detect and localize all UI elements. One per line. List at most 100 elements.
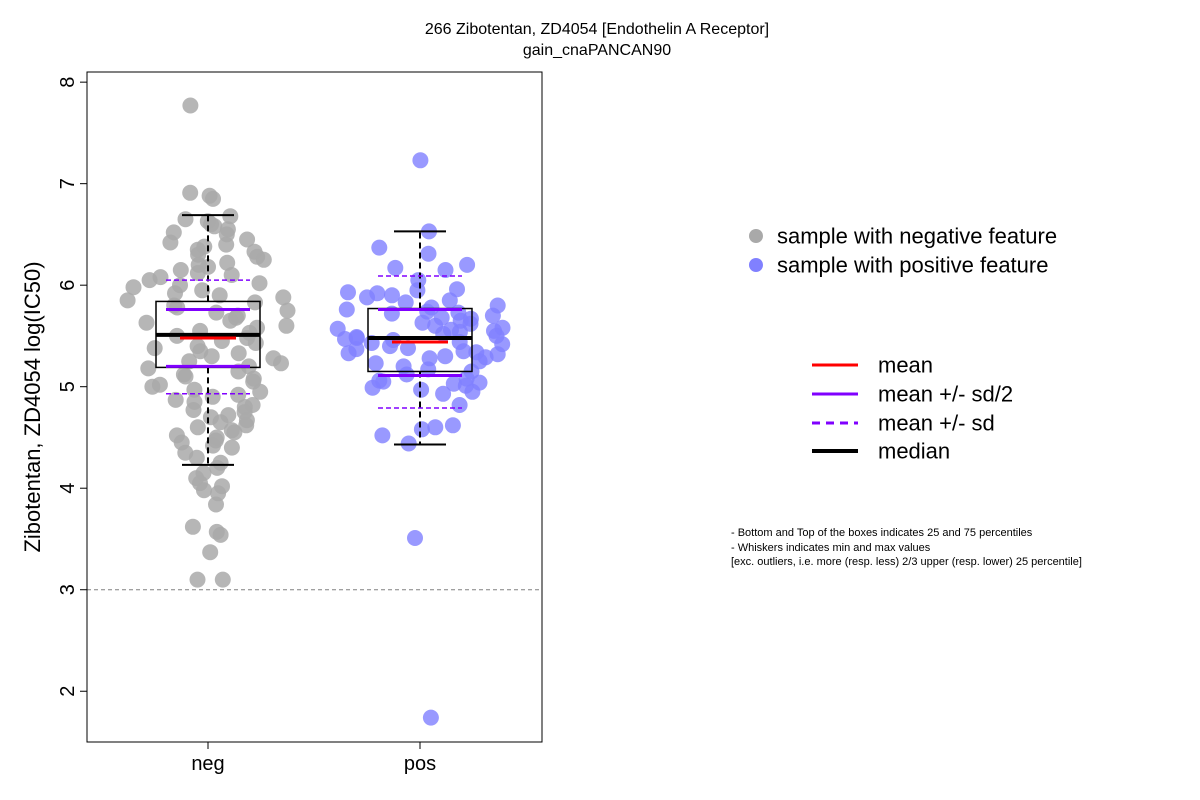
data-point-neg (247, 335, 264, 351)
legend-marker-negative (749, 229, 763, 243)
note-line-3: [exc. outliers, i.e. more (resp. less) 2… (731, 556, 1082, 568)
data-point-neg (182, 97, 199, 114)
data-point-neg (223, 439, 240, 456)
y-tick-label: 6 (57, 280, 79, 291)
data-point-neg (212, 526, 229, 543)
y-tick-label: 7 (57, 178, 79, 189)
y-tick-label: 5 (57, 381, 79, 392)
data-point-pos (445, 375, 462, 392)
data-point-pos (459, 256, 476, 273)
data-point-neg (255, 251, 272, 268)
data-point-neg (202, 544, 219, 561)
data-point-neg (219, 254, 236, 271)
data-point-pos (374, 427, 391, 444)
data-point-neg (162, 234, 179, 251)
legend: sample with negative feature sample with … (749, 224, 1057, 464)
legend-line-label-1: mean +/- sd/2 (878, 382, 1013, 407)
data-point-neg (239, 231, 256, 248)
data-point-neg (214, 571, 231, 588)
data-point-pos (437, 262, 454, 278)
data-point-pos (420, 245, 437, 262)
data-point-pos (413, 381, 430, 398)
data-point-pos (407, 530, 423, 546)
legend-line-label-2: mean +/- sd (878, 411, 995, 436)
data-point-neg (218, 236, 235, 253)
data-point-pos (464, 383, 481, 400)
data-point-neg (167, 391, 184, 408)
data-point-neg (252, 383, 269, 400)
data-point-neg (177, 368, 194, 385)
x-tick-label-pos: pos (404, 753, 436, 775)
y-tick-label: 4 (57, 483, 79, 494)
data-point-neg (223, 267, 240, 283)
data-point-neg (205, 190, 221, 207)
data-point-pos (359, 289, 375, 306)
data-point-pos (397, 294, 414, 311)
data-point-pos (455, 343, 472, 360)
data-point-neg (138, 314, 155, 331)
data-point-neg (119, 292, 136, 309)
data-point-pos (422, 709, 439, 726)
data-point-pos (384, 287, 400, 304)
data-point-pos (387, 259, 404, 276)
data-point-pos (367, 355, 384, 372)
data-point-pos (441, 292, 458, 309)
data-point-pos (340, 345, 357, 362)
data-point-neg (177, 211, 194, 228)
plot-frame (86, 71, 543, 743)
data-point-neg (238, 417, 255, 434)
data-point-pos (338, 301, 355, 318)
data-point-pos (364, 379, 381, 396)
data-point-pos (484, 307, 501, 324)
data-point-neg (140, 360, 157, 377)
data-point-neg (196, 482, 212, 499)
data-point-pos (435, 385, 452, 402)
data-point-pos (444, 417, 461, 434)
data-point-neg (208, 496, 224, 513)
data-point-neg (172, 262, 189, 278)
points-neg (119, 97, 296, 588)
y-tick-label: 8 (57, 77, 79, 88)
data-point-pos (413, 421, 430, 438)
data-point-neg (211, 287, 228, 304)
plot-area: 2 3 4 5 6 7 8 neg pos (57, 77, 542, 775)
chart-title: 266 Zibotentan, ZD4054 [Endothelin A Rec… (425, 21, 769, 38)
data-point-neg (189, 265, 206, 281)
data-point-pos (420, 361, 437, 378)
x-tick-label-neg: neg (191, 753, 224, 775)
data-point-pos (371, 239, 388, 256)
data-point-pos (489, 346, 506, 363)
data-point-neg (144, 378, 161, 395)
data-point-pos (437, 348, 454, 365)
data-point-pos (427, 419, 444, 436)
data-point-pos (412, 152, 429, 169)
data-point-neg (185, 402, 202, 418)
data-point-pos (340, 284, 356, 301)
note-line-1: - Bottom and Top of the boxes indicates … (731, 527, 1033, 539)
data-point-neg (212, 414, 229, 431)
data-point-neg (189, 419, 206, 436)
data-point-neg (247, 294, 263, 311)
data-point-neg (251, 275, 268, 292)
data-point-neg (125, 279, 142, 296)
data-point-neg (278, 317, 295, 334)
legend-line-label-0: mean (878, 353, 933, 378)
data-point-neg (203, 348, 220, 365)
data-point-pos (400, 340, 416, 357)
data-point-neg (230, 345, 247, 362)
data-point-neg (275, 289, 292, 306)
data-point-neg (273, 355, 289, 372)
data-point-neg (226, 424, 243, 441)
y-axis-title: Zibotentan, ZD4054 log(IC50) (20, 261, 45, 552)
chart-subtitle: gain_cnaPANCAN90 (523, 42, 671, 59)
legend-line-label-3: median (878, 439, 950, 464)
data-point-pos (451, 397, 468, 413)
data-point-neg (209, 459, 226, 476)
y-tick-label: 3 (57, 584, 79, 595)
data-point-neg (279, 302, 296, 319)
data-point-neg (222, 312, 239, 329)
data-point-neg (141, 272, 158, 289)
data-point-neg (169, 299, 186, 316)
y-tick-label: 2 (57, 686, 79, 697)
